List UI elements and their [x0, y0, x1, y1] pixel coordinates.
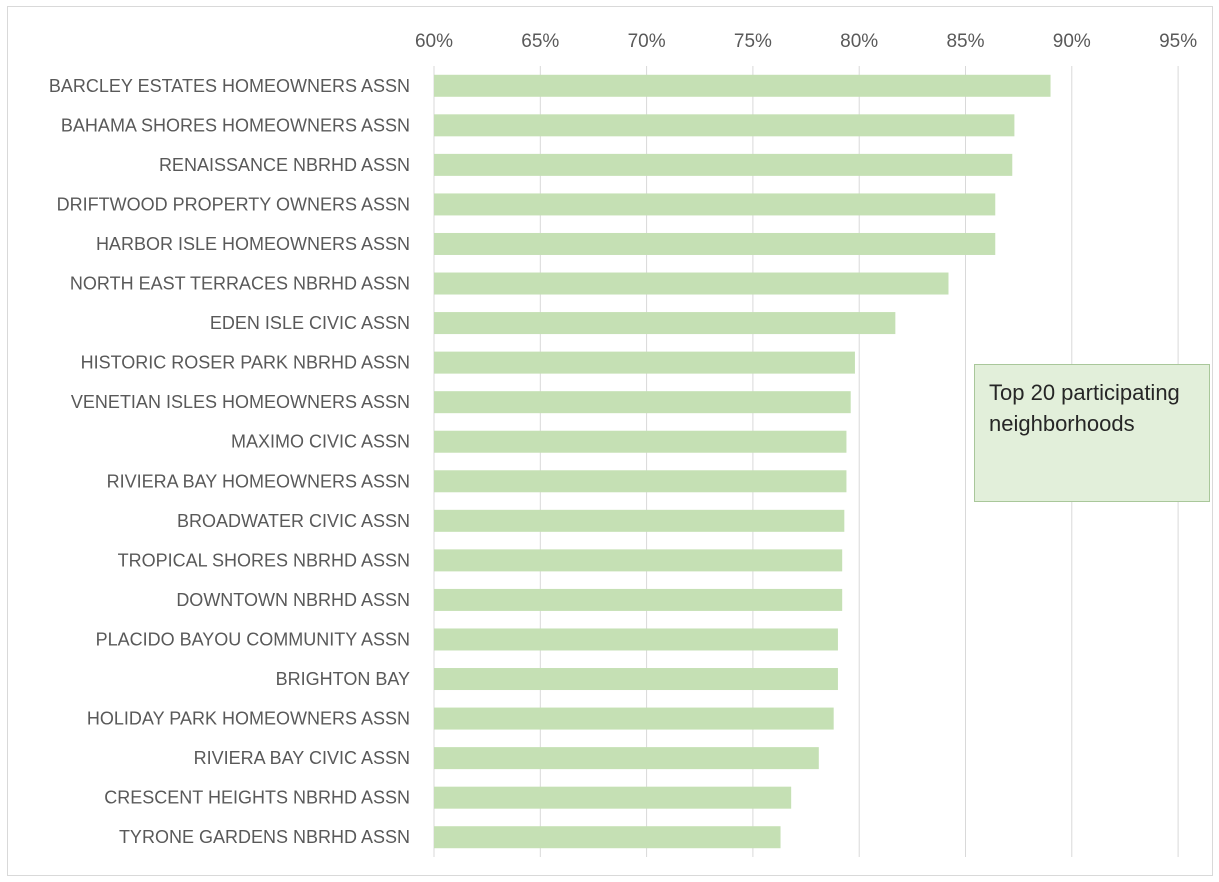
category-label: RIVIERA BAY HOMEOWNERS ASSN — [107, 471, 410, 491]
category-label: RENAISSANCE NBRHD ASSN — [159, 155, 410, 175]
bars — [434, 74, 1051, 849]
bar — [434, 588, 843, 611]
bar — [434, 707, 834, 730]
category-label: TROPICAL SHORES NBRHD ASSN — [118, 550, 410, 570]
category-label: NORTH EAST TERRACES NBRHD ASSN — [70, 274, 410, 294]
bar — [434, 272, 949, 295]
category-label: DRIFTWOOD PROPERTY OWNERS ASSN — [57, 194, 410, 214]
annotation-text: Top 20 participating neighborhoods — [989, 380, 1180, 436]
category-label: BARCLEY ESTATES HOMEOWNERS ASSN — [49, 76, 410, 96]
category-label: BAHAMA SHORES HOMEOWNERS ASSN — [61, 115, 410, 135]
x-tick-label: 90% — [1053, 31, 1091, 52]
bar — [434, 232, 996, 255]
bar — [434, 430, 847, 453]
category-label: DOWNTOWN NBRHD ASSN — [176, 590, 410, 610]
bar — [434, 470, 847, 493]
bar — [434, 153, 1013, 176]
bar — [434, 509, 845, 532]
bar — [434, 391, 851, 414]
bar — [434, 826, 781, 849]
bar — [434, 114, 1015, 137]
bar — [434, 312, 896, 335]
category-label: EDEN ISLE CIVIC ASSN — [210, 313, 410, 333]
category-label: VENETIAN ISLES HOMEOWNERS ASSN — [71, 392, 410, 412]
category-labels: BARCLEY ESTATES HOMEOWNERS ASSN BAHAMA SH… — [49, 76, 410, 847]
x-tick-label: 95% — [1159, 31, 1197, 52]
x-tick-label: 60% — [415, 31, 453, 52]
category-label: HARBOR ISLE HOMEOWNERS ASSN — [96, 234, 410, 254]
category-label: HISTORIC ROSER PARK NBRHD ASSN — [81, 353, 410, 373]
bar — [434, 74, 1051, 97]
category-label: BROADWATER CIVIC ASSN — [177, 511, 410, 531]
x-tick-label: 70% — [628, 31, 666, 52]
category-label: RIVIERA BAY CIVIC ASSN — [194, 748, 410, 768]
x-axis-ticks: 60% 65% 70% 75% 80% 85% 90% 95% — [415, 31, 1197, 52]
bar — [434, 747, 819, 770]
category-label: TYRONE GARDENS NBRHD ASSN — [119, 827, 410, 847]
bar — [434, 786, 792, 809]
bar — [434, 193, 996, 216]
bar — [434, 351, 855, 374]
x-tick-label: 65% — [521, 31, 559, 52]
x-tick-label: 80% — [840, 31, 878, 52]
bar — [434, 628, 838, 651]
bar — [434, 668, 838, 691]
category-label: BRIGHTON BAY — [276, 669, 410, 689]
category-label: PLACIDO BAYOU COMMUNITY ASSN — [96, 629, 410, 649]
category-label: CRESCENT HEIGHTS NBRHD ASSN — [104, 788, 410, 808]
x-tick-label: 75% — [734, 31, 772, 52]
x-tick-label: 85% — [946, 31, 984, 52]
category-label: MAXIMO CIVIC ASSN — [231, 432, 410, 452]
bar — [434, 549, 843, 572]
annotation-box: Top 20 participating neighborhoods — [974, 364, 1210, 502]
category-label: HOLIDAY PARK HOMEOWNERS ASSN — [87, 709, 410, 729]
